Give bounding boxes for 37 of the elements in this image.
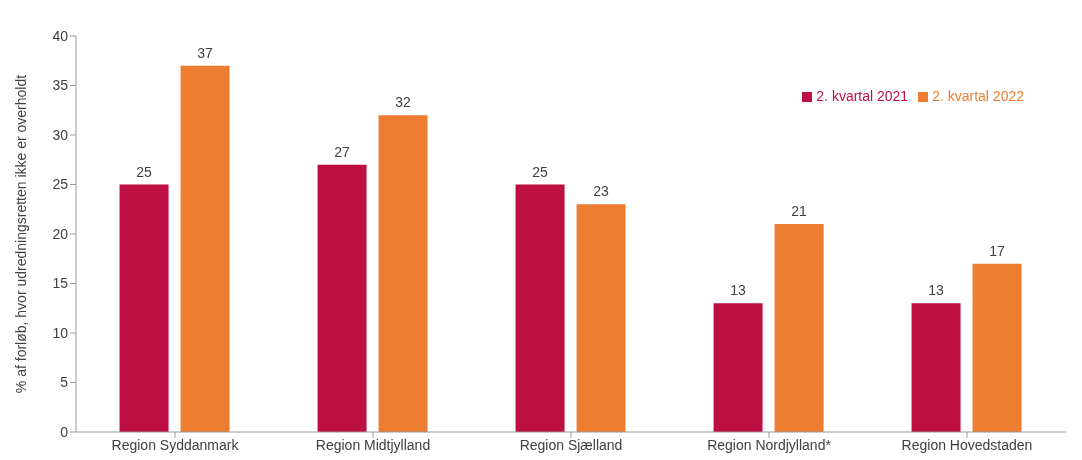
- x-tick-label: Region Sjælland: [519, 436, 623, 453]
- x-tick-label: Region Nordjylland*: [707, 436, 832, 453]
- x-tick-label: Region Hovedstaden: [901, 436, 1033, 453]
- bar: [119, 184, 169, 432]
- data-label: 32: [395, 94, 412, 111]
- bar: [713, 303, 763, 432]
- y-tick-label: 30: [52, 126, 69, 143]
- data-label: 17: [989, 242, 1006, 259]
- data-label: 13: [730, 282, 747, 299]
- y-axis-title: % af forløb, hvor udredningsretten ikke er overholdt: [12, 74, 29, 394]
- data-label: 37: [197, 44, 214, 61]
- data-label: 25: [136, 163, 153, 180]
- y-tick-label: 0: [60, 423, 69, 440]
- bar: [180, 65, 230, 432]
- y-tick-label: 5: [60, 374, 69, 391]
- bar: [576, 204, 626, 432]
- data-label: 27: [334, 143, 351, 160]
- y-tick-label: 10: [52, 324, 69, 341]
- x-tick-label: Region Midtjylland: [315, 436, 431, 453]
- legend-label: 2. kvartal 2022: [932, 88, 1024, 104]
- data-label: 21: [791, 203, 808, 220]
- data-label: 25: [532, 163, 549, 180]
- bar: [972, 263, 1022, 432]
- bar: [911, 303, 961, 432]
- legend-label: 2. kvartal 2021: [816, 88, 909, 104]
- y-tick-label: 35: [52, 77, 69, 94]
- x-tick-label: Region Syddanmark: [111, 436, 240, 453]
- y-tick-label: 25: [52, 176, 69, 193]
- y-tick-label: 20: [52, 225, 69, 242]
- bar: [515, 184, 565, 432]
- y-tick-label: 15: [52, 275, 69, 292]
- data-label: 23: [593, 183, 610, 200]
- bar: [378, 115, 428, 432]
- data-label: 13: [928, 282, 945, 299]
- y-tick-label: 40: [52, 27, 69, 44]
- bar: [317, 164, 367, 432]
- bar: [774, 224, 824, 432]
